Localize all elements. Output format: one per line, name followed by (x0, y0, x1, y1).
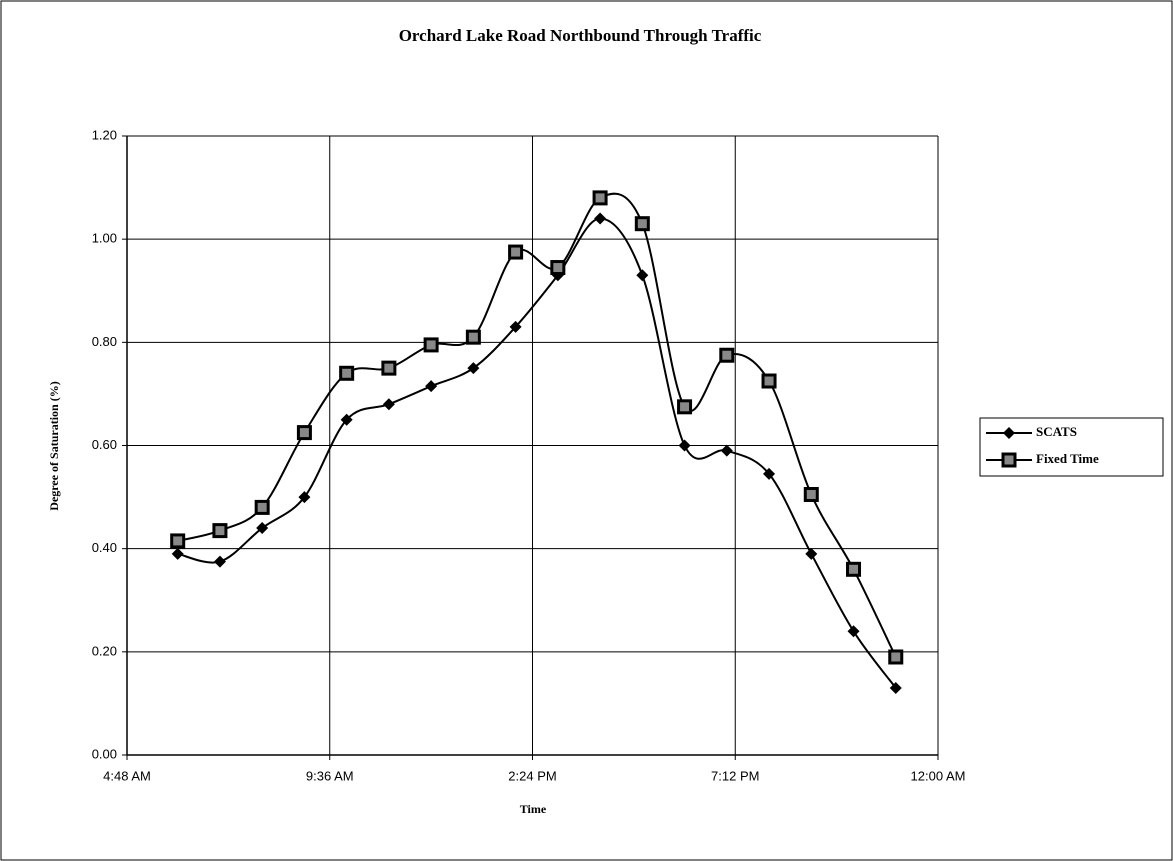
y-axis-label: Degree of Saturation (%) (47, 381, 61, 510)
chart-title: Orchard Lake Road Northbound Through Tra… (399, 26, 762, 45)
data-point (805, 547, 818, 560)
legend-marker (1003, 427, 1015, 439)
y-tick-label: 0.40 (92, 540, 117, 555)
data-point (170, 533, 186, 549)
data-point (467, 362, 480, 375)
data-point (636, 269, 649, 282)
legend-label: Fixed Time (1036, 451, 1099, 466)
x-tick-label: 12:00 AM (911, 768, 966, 783)
data-point (761, 373, 777, 389)
data-point (423, 337, 439, 353)
data-point (425, 380, 438, 393)
y-tick-label: 0.80 (92, 334, 117, 349)
x-tick-label: 7:12 PM (711, 768, 759, 783)
y-tick-label: 0.00 (92, 746, 117, 761)
x-axis-label: Time (520, 802, 547, 816)
data-point (677, 399, 693, 415)
y-tick-label: 0.20 (92, 643, 117, 658)
data-point (256, 522, 269, 535)
legend-marker (1001, 452, 1017, 468)
data-point (213, 555, 226, 568)
data-point (594, 212, 607, 225)
data-point (550, 260, 566, 276)
data-point (382, 398, 395, 411)
data-point (720, 444, 733, 457)
y-tick-label: 1.20 (92, 127, 117, 142)
data-point (298, 491, 311, 504)
x-tick-label: 2:24 PM (508, 768, 556, 783)
y-tick-label: 1.00 (92, 231, 117, 246)
data-point (888, 649, 904, 665)
data-point (763, 467, 776, 480)
data-point (509, 320, 522, 333)
data-point (508, 244, 524, 260)
data-point (889, 681, 902, 694)
x-tick-label: 4:48 AM (103, 768, 151, 783)
data-point (847, 625, 860, 638)
data-point (846, 561, 862, 577)
data-point (592, 190, 608, 206)
data-point (339, 365, 355, 381)
data-point (719, 347, 735, 363)
data-point (678, 439, 691, 452)
data-point (171, 547, 184, 560)
y-tick-label: 0.60 (92, 437, 117, 452)
x-tick-label: 9:36 AM (306, 768, 354, 783)
data-point (254, 499, 270, 515)
data-point (296, 425, 312, 441)
data-point (381, 360, 397, 376)
legend-label: SCATS (1036, 424, 1077, 439)
data-point (340, 413, 353, 426)
data-point (634, 216, 650, 232)
data-point (803, 487, 819, 503)
data-point (212, 523, 228, 539)
data-point (465, 329, 481, 345)
